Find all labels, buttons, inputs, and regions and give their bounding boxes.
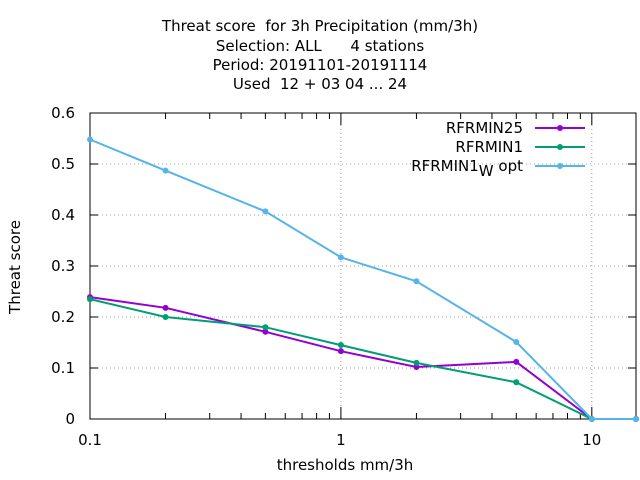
legend-swatch-point <box>557 144 563 150</box>
y-tick-label: 0.2 <box>51 308 75 326</box>
legend-swatch-point <box>557 163 563 169</box>
x-tick-label: 1 <box>336 431 346 449</box>
data-point <box>413 359 420 366</box>
y-tick-label: 0.3 <box>51 257 75 275</box>
legend-label-tail: opt <box>494 157 523 175</box>
data-point <box>337 254 344 261</box>
x-axis-label: thresholds mm/3h <box>277 456 414 474</box>
data-point <box>413 278 420 285</box>
legend-label: RFRMIN25 <box>446 119 523 137</box>
x-tick-label: 10 <box>582 431 601 449</box>
title-line-4: Used 12 + 03 04 ... 24 <box>232 75 408 93</box>
legend-label: RFRMIN1W opt <box>411 157 523 180</box>
series-1 <box>87 294 639 422</box>
data-point <box>87 296 93 303</box>
y-tick-label: 0.5 <box>51 155 75 173</box>
data-point <box>588 416 595 422</box>
data-point <box>87 136 93 143</box>
y-axis-label: Threat score <box>6 220 24 315</box>
y-tick-label: 0.6 <box>51 104 75 122</box>
data-point <box>337 348 344 355</box>
legend-label-subscript: W <box>479 162 494 180</box>
data-point <box>262 324 269 331</box>
series-lines <box>87 136 639 422</box>
axis-ticks: 00.10.20.30.40.50.60.1 1 10 <box>51 104 636 449</box>
data-point <box>337 342 344 349</box>
title-line-1: Threat score for 3h Precipitation (mm/3h… <box>161 17 479 35</box>
data-point <box>513 358 520 365</box>
data-point <box>162 304 169 311</box>
data-point <box>162 314 169 320</box>
y-tick-label: 0 <box>65 410 75 428</box>
series-2 <box>87 296 639 422</box>
y-tick-label: 0.1 <box>51 359 75 377</box>
data-point <box>162 167 169 174</box>
title-line-3: Period: 20191101-20191114 <box>212 56 428 74</box>
series-line <box>89 138 636 420</box>
series-line <box>89 296 636 420</box>
title-line-2: Selection: ALL 4 stations <box>215 37 425 55</box>
series-line <box>89 298 636 420</box>
grid <box>89 113 636 419</box>
legend-swatch-point <box>557 125 563 131</box>
series-3 <box>87 136 639 422</box>
legend-label: RFRMIN1 <box>455 138 523 156</box>
data-point <box>513 379 520 386</box>
data-point <box>513 338 520 345</box>
y-tick-label: 0.4 <box>51 206 75 224</box>
data-point <box>262 208 269 215</box>
data-point <box>633 416 639 422</box>
x-tick-label: 0.1 <box>78 431 102 449</box>
data-point <box>262 328 269 335</box>
